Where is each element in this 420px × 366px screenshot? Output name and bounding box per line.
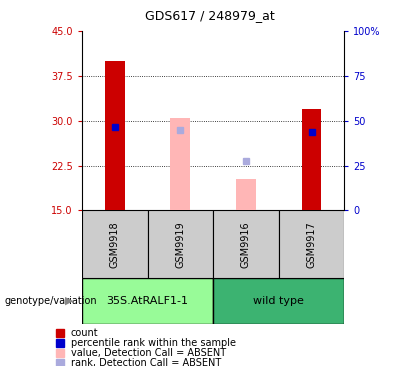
Text: GDS617 / 248979_at: GDS617 / 248979_at — [145, 9, 275, 22]
Bar — [236, 179, 256, 210]
Text: GSM9917: GSM9917 — [307, 221, 317, 268]
Bar — [279, 210, 344, 278]
Bar — [302, 109, 321, 210]
Bar — [171, 118, 190, 210]
Bar — [213, 278, 344, 324]
Text: wild type: wild type — [253, 296, 304, 306]
Text: ▶: ▶ — [65, 296, 73, 306]
Text: GSM9919: GSM9919 — [175, 221, 185, 268]
Text: genotype/variation: genotype/variation — [4, 296, 97, 306]
Text: rank, Detection Call = ABSENT: rank, Detection Call = ABSENT — [71, 358, 221, 366]
Text: 35S.AtRALF1-1: 35S.AtRALF1-1 — [107, 296, 189, 306]
Bar — [213, 210, 279, 278]
Text: count: count — [71, 328, 98, 338]
Text: GSM9916: GSM9916 — [241, 221, 251, 268]
Text: value, Detection Call = ABSENT: value, Detection Call = ABSENT — [71, 348, 226, 358]
Text: GSM9918: GSM9918 — [110, 221, 120, 268]
Bar — [82, 278, 213, 324]
Bar — [105, 61, 125, 210]
Bar — [82, 210, 147, 278]
Text: percentile rank within the sample: percentile rank within the sample — [71, 338, 236, 348]
Bar — [147, 210, 213, 278]
